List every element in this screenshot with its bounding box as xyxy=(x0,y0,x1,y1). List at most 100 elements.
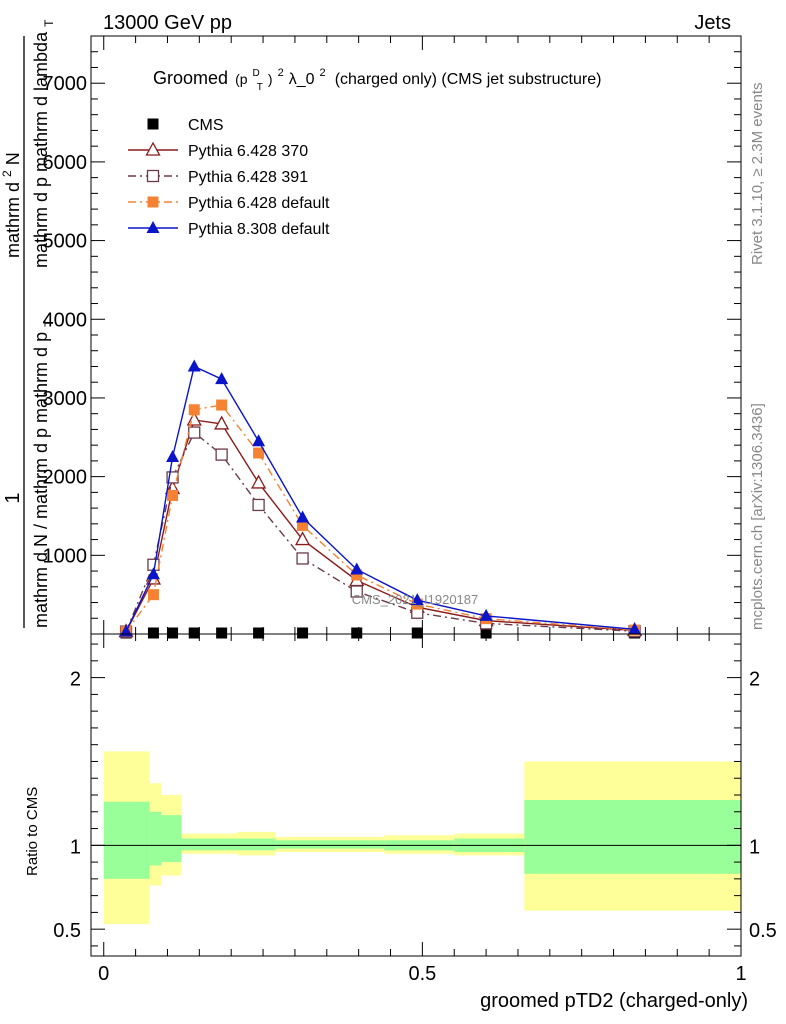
ratio-band-inner xyxy=(161,815,182,863)
ratio-bands xyxy=(103,751,741,925)
data-point xyxy=(479,608,493,621)
x-tick-label: 1 xyxy=(735,963,746,985)
data-point xyxy=(216,627,228,639)
main-ytick-label: 1000 xyxy=(43,545,88,567)
data-point xyxy=(410,593,424,606)
legend-label: Pythia 8.308 default xyxy=(188,221,330,238)
legend-entry: CMS xyxy=(147,117,224,134)
main-ticks: 1000 2000 3000 4000 5000 6000 7000 xyxy=(43,35,742,634)
data-point xyxy=(215,372,229,385)
title-p: (p xyxy=(235,71,248,87)
ylabel-line2: mathrm d N / mathrm d p mathrm d p T xyxy=(31,319,56,628)
ylabel-line3: mathrm d 2 N xyxy=(0,152,23,258)
legend-marker xyxy=(145,141,161,156)
data-point xyxy=(147,589,159,601)
ratio-ytick-label: 0.5 xyxy=(53,920,81,942)
main-ytick-label: 2000 xyxy=(43,467,88,489)
main-ytick-label: 3000 xyxy=(43,388,88,410)
ratio-ytick-label-right: 1 xyxy=(749,836,760,858)
watermark: CMS_2021_I1920187 xyxy=(352,592,479,607)
main-ytick-label: 7000 xyxy=(43,73,88,95)
ratio-band-inner xyxy=(524,800,741,874)
series-4 xyxy=(119,359,642,637)
series-0 xyxy=(120,627,641,639)
title-sub-t: T xyxy=(257,82,263,93)
data-point xyxy=(294,531,311,546)
data-point xyxy=(215,448,228,461)
legend-label: Pythia 6.428 default xyxy=(188,195,330,212)
main-ytick-label: 5000 xyxy=(43,231,88,253)
ylabel-line3-sup: 2 xyxy=(0,170,14,177)
ratio-ytick-label: 2 xyxy=(70,669,81,691)
legend-entry: Pythia 6.428 391 xyxy=(128,169,308,186)
title-prefix: Groomed xyxy=(153,68,228,88)
data-point xyxy=(296,552,309,565)
data-point xyxy=(252,498,265,512)
title-lambda: λ_0 xyxy=(289,71,315,88)
data-point xyxy=(166,471,179,484)
legend-marker xyxy=(146,221,160,233)
ratio-ytick-label: 1 xyxy=(70,836,81,858)
data-point xyxy=(146,567,160,580)
mcplots-label: mcplots.cern.ch [arXiv:1306.3436] xyxy=(749,403,766,630)
ratio-plot: 0.5 0.51 12 20 0.5 1 Ratio to CMS groomed pTD… xyxy=(24,633,777,1012)
data-point xyxy=(253,627,265,639)
ratio-ytick-label-right: 2 xyxy=(749,669,760,691)
ratio-band-inner xyxy=(103,801,150,879)
ratio-band-inner xyxy=(237,838,276,851)
title-sup-d: D xyxy=(253,68,260,79)
ratio-band-inner xyxy=(149,811,162,866)
data-point xyxy=(297,519,309,531)
ylabel-line2-text: mathrm d N / mathrm d p mathrm d p xyxy=(31,332,51,628)
ratio-ylabel: Ratio to CMS xyxy=(24,787,41,876)
legend-entry: Pythia 6.428 370 xyxy=(128,141,308,160)
data-point xyxy=(350,562,364,575)
main-ylabel: 1 mathrm d N / mathrm d p mathrm d p T m… xyxy=(0,19,56,628)
header-right: Jets xyxy=(694,12,731,34)
data-point xyxy=(253,447,265,459)
data-point xyxy=(214,415,230,430)
x-tick-label: 0.5 xyxy=(408,963,436,985)
legend-marker xyxy=(146,169,160,183)
title-sq2: 2 xyxy=(320,67,326,79)
ylabel-line4-sub: T xyxy=(42,19,56,27)
ylabel-line1: 1 xyxy=(2,492,24,503)
data-point xyxy=(187,359,201,372)
legend-entry: Pythia 6.428 default xyxy=(128,195,330,212)
title-suffix: (charged only) (CMS jet substructure) xyxy=(335,71,602,88)
main-ytick-label: 4000 xyxy=(43,309,88,331)
legend: CMS Pythia 6.428 370 Pythia 6.428 391 Pythi… xyxy=(128,117,330,238)
main-ytick-label: 6000 xyxy=(43,152,88,174)
data-point xyxy=(188,426,201,439)
main-series xyxy=(118,359,643,639)
legend-label: Pythia 6.428 391 xyxy=(188,169,308,186)
data-point xyxy=(147,627,159,639)
legend-label: CMS xyxy=(188,117,224,134)
ratio-ticks: 0.5 0.51 12 20 0.5 1 xyxy=(53,634,777,985)
ylabel-line4: mathrm d p mathrm d lambda T xyxy=(31,19,56,268)
ratio-ytick-label-right: 0.5 xyxy=(749,920,777,942)
ratio-band-inner xyxy=(275,840,385,849)
data-point xyxy=(167,627,179,639)
title-sq: 2 xyxy=(278,67,284,79)
ylabel-line4-text: mathrm d p mathrm d lambda xyxy=(31,31,51,268)
data-point xyxy=(188,404,200,416)
legend-label: Pythia 6.428 370 xyxy=(188,143,308,160)
data-point xyxy=(480,627,492,639)
x-axis-label: groomed pTD2 (charged-only) xyxy=(480,990,748,1012)
data-point xyxy=(251,474,267,489)
legend-entry: Pythia 8.308 default xyxy=(128,221,330,238)
ylabel-line3-text: mathrm d xyxy=(3,182,23,258)
rivet-label: Rivet 3.1.10, ≥ 2.3M events xyxy=(749,83,766,266)
title-close: ) xyxy=(268,71,273,87)
data-point xyxy=(296,510,310,523)
series-line xyxy=(125,404,635,633)
x-tick-label: 0 xyxy=(98,963,109,985)
data-point xyxy=(166,449,180,462)
data-point xyxy=(297,627,309,639)
data-point xyxy=(351,627,363,639)
legend-marker xyxy=(147,196,159,208)
legend-marker xyxy=(147,118,159,130)
main-plot: 1000 2000 3000 4000 5000 6000 7000 CMS_2021_I1… xyxy=(43,35,742,639)
